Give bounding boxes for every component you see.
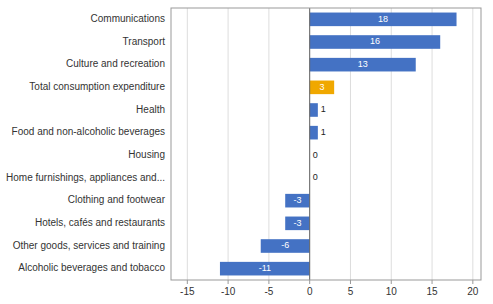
tick-mark — [309, 280, 310, 284]
grid-line — [187, 8, 188, 280]
data-label: 0 — [313, 150, 318, 160]
data-label: 1 — [321, 104, 326, 114]
bar — [310, 103, 318, 117]
bar — [310, 13, 457, 27]
grid-line — [472, 8, 473, 280]
tick-mark — [391, 280, 392, 284]
tick-label: 10 — [386, 286, 398, 297]
category-label: Total consumption expenditure — [29, 81, 165, 92]
tick-mark — [268, 280, 269, 284]
tick-mark — [350, 280, 351, 284]
data-label: 1 — [321, 127, 326, 137]
tick-mark — [472, 280, 473, 284]
tick-label: 20 — [467, 286, 479, 297]
bar — [310, 81, 334, 95]
data-label: 3 — [319, 82, 324, 92]
category-label: Food and non-alcoholic beverages — [12, 126, 165, 137]
bar — [285, 194, 309, 208]
tick-mark — [187, 280, 188, 284]
data-label: 13 — [358, 59, 368, 69]
tick-label: -10 — [221, 286, 236, 297]
tick-mark — [432, 280, 433, 284]
bar — [285, 217, 309, 231]
category-label: Other goods, services and training — [13, 240, 165, 251]
category-label: Communications — [91, 13, 165, 24]
grid-line — [309, 8, 310, 280]
tick-label: -15 — [180, 286, 195, 297]
tick-label: 15 — [426, 286, 438, 297]
tick-label: -5 — [264, 286, 273, 297]
category-label: Culture and recreation — [66, 58, 165, 69]
zero-line — [309, 8, 310, 280]
tick-label: 5 — [348, 286, 354, 297]
data-label: -6 — [281, 240, 289, 250]
plot-frame — [171, 8, 481, 280]
data-label: 16 — [370, 36, 380, 46]
data-labels: -11-6-3-300113131618 — [259, 14, 388, 273]
tick-label: 0 — [307, 286, 313, 297]
category-label: Home furnishings, appliances and... — [6, 172, 165, 183]
category-label: Housing — [128, 149, 165, 160]
data-label: -3 — [293, 218, 301, 228]
category-label: Health — [136, 104, 165, 115]
bar — [310, 35, 441, 49]
data-label: -3 — [293, 195, 301, 205]
chart: Alcoholic beverages and tobacco Other goo… — [0, 0, 493, 304]
bar — [220, 262, 310, 276]
y-axis-labels: Alcoholic beverages and tobacco Other goo… — [6, 13, 166, 273]
bar — [310, 58, 416, 72]
bar — [261, 239, 310, 253]
bar — [310, 126, 318, 140]
tick-mark — [228, 280, 229, 284]
category-label: Transport — [123, 36, 166, 47]
bars — [220, 13, 457, 276]
x-axis: -15 -10 -5 0 5 10 15 20 — [180, 280, 479, 297]
grid — [187, 8, 473, 280]
category-label: Alcoholic beverages and tobacco — [18, 262, 165, 273]
category-label: Hotels, cafés and restaurants — [35, 217, 165, 228]
data-label: 0 — [313, 172, 318, 182]
category-label: Clothing and footwear — [68, 194, 166, 205]
grid-line — [228, 8, 229, 280]
data-label: 18 — [378, 14, 388, 24]
data-label: -11 — [259, 263, 271, 273]
